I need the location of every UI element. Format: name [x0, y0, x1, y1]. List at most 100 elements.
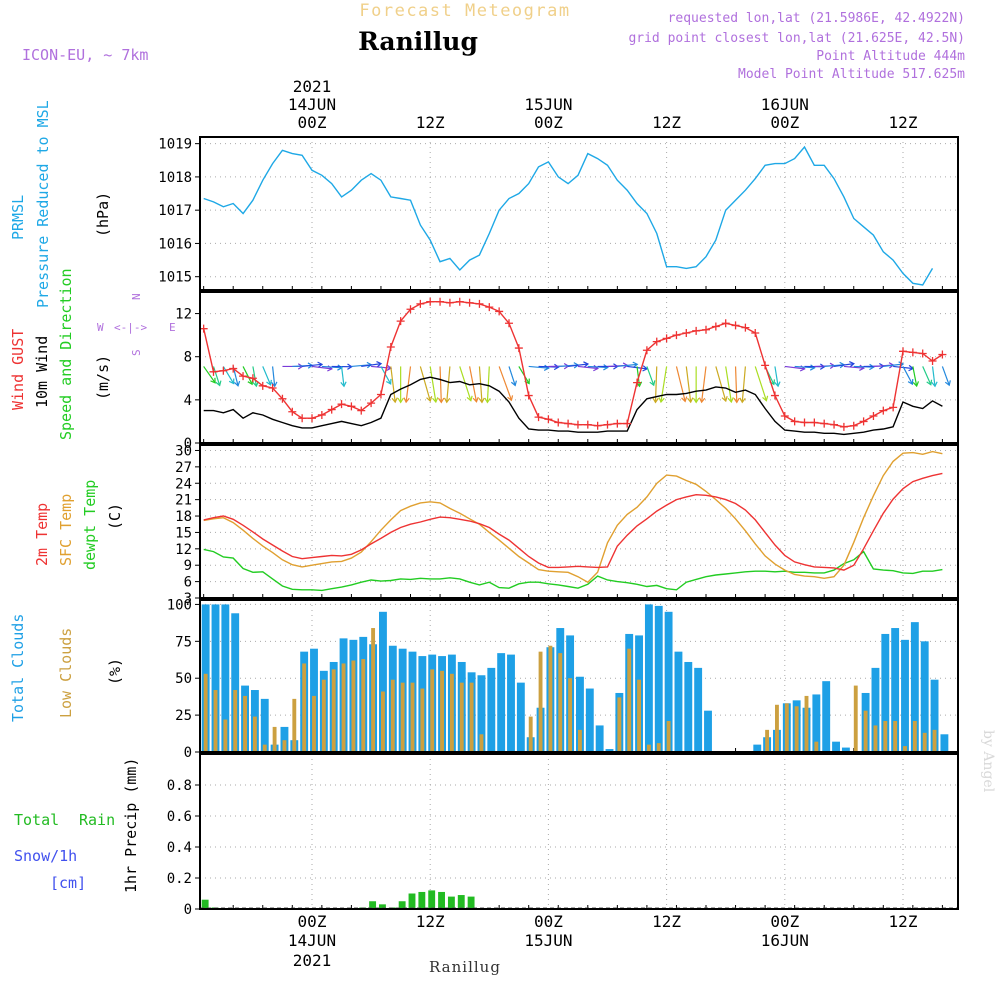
wind-arrow-head	[762, 395, 769, 402]
model-label: ICON-EU, ~ 7km	[22, 46, 148, 64]
precip-snow-unit: [cm]	[50, 874, 86, 892]
wind-arrow	[340, 366, 345, 387]
pressure-panel: 1015 1016 1017 1018 1019	[158, 136, 959, 291]
low-cloud-bar	[528, 716, 533, 752]
low-cloud-bar	[784, 703, 789, 752]
ytick-label: 24	[175, 476, 192, 492]
low-cloud-bar	[646, 744, 651, 752]
gust-marker	[268, 383, 277, 392]
wind-arrow	[912, 366, 918, 387]
wind-arrow	[701, 366, 707, 403]
total-cloud-bar	[901, 639, 909, 752]
gust-marker	[652, 337, 661, 346]
top-time-label: 16JUN	[761, 95, 809, 114]
wind-10m-label: 10m Wind	[33, 336, 51, 408]
gust-marker	[810, 418, 819, 427]
wind-arrow	[617, 363, 638, 368]
gust-marker	[741, 323, 750, 332]
low-cloud-bar	[223, 719, 228, 752]
bottom-time-label: 00Z	[534, 912, 563, 931]
low-cloud-bar	[637, 679, 641, 752]
low-cloud-bar	[627, 648, 632, 752]
rain-bar	[201, 899, 209, 909]
wind-arrow-head	[266, 379, 272, 386]
location-title: Ranillug	[358, 27, 478, 56]
wind-arrow	[439, 366, 442, 403]
gust-marker	[337, 400, 346, 409]
gust-marker	[623, 419, 632, 428]
wind-arrow-head	[397, 397, 404, 404]
low-cloud-bar	[282, 740, 287, 752]
gust-marker	[209, 367, 218, 376]
gust-marker	[633, 378, 642, 387]
total-cloud-bar	[487, 667, 496, 752]
top-time-label: 12Z	[416, 113, 445, 132]
wind-arrow	[222, 366, 235, 384]
total-cloud-bar	[812, 694, 821, 752]
wind-arrow-head	[931, 381, 938, 388]
wind-arrow	[361, 363, 382, 368]
ytick-label: 1016	[158, 236, 192, 252]
total-cloud-bar	[280, 726, 289, 752]
low-cloud-bar	[390, 679, 395, 752]
low-cloud-bar	[853, 685, 858, 752]
total-cloud-bar	[753, 744, 762, 752]
low-cloud-bar	[903, 746, 907, 752]
gust-marker	[702, 325, 710, 334]
total-cloud-bar	[940, 734, 949, 752]
total-cloud-bar	[881, 633, 890, 752]
low-cloud-bar	[321, 679, 326, 752]
low-cloud-bar	[243, 695, 247, 752]
wind-arrow	[784, 365, 805, 370]
gust-marker	[672, 331, 681, 340]
clouds-panel-labels: Total Clouds Low Clouds (%)	[9, 614, 124, 722]
clouds-unit: (%)	[106, 658, 124, 685]
wind-arrow	[794, 365, 815, 369]
low-cloud-bar	[459, 682, 464, 752]
gust-marker	[248, 374, 257, 383]
product-title: Forecast Meteogram	[359, 1, 570, 21]
gust-marker	[298, 414, 307, 423]
bottom-time-label: 12Z	[416, 912, 445, 931]
ytick-label: 21	[175, 493, 192, 509]
gust-marker	[554, 418, 563, 427]
top-time-label: 12Z	[889, 113, 918, 132]
wind-arrow	[419, 366, 431, 402]
rain-bar	[447, 896, 455, 909]
bottom-time-label: 14JUN	[288, 931, 336, 950]
gust-marker	[229, 364, 238, 373]
gust-marker	[495, 307, 504, 316]
wind-arrow-head	[432, 397, 439, 404]
total-cloud-bar	[654, 605, 663, 752]
total-cloud-bar	[871, 667, 880, 752]
point-altitude: Point Altitude 444m	[816, 49, 965, 64]
requested-coords: requested lon,lat (21.5986E, 42.4922N)	[668, 11, 965, 26]
rain-bar	[418, 891, 426, 909]
ytick-label: 1019	[158, 137, 192, 153]
series-line-dewpt-temp	[203, 548, 943, 592]
bottom-time-label: 16JUN	[761, 931, 809, 950]
gust-marker	[889, 403, 898, 412]
wind-arrow-head	[472, 396, 479, 403]
low-cloud-bar	[794, 706, 799, 752]
gust-marker	[780, 412, 789, 421]
wind-panel: 0 4 8 12	[175, 292, 959, 452]
series-line-wind-gust	[203, 300, 943, 428]
total-cloud-bar	[930, 679, 939, 752]
top-time-label: 2021	[293, 77, 332, 96]
wind-arrow	[754, 366, 767, 401]
ytick-label: 6	[184, 575, 192, 591]
wind-arrow	[311, 365, 332, 370]
wind-arrow-head	[926, 379, 933, 386]
low-cloud-bar	[775, 704, 779, 752]
gust-marker	[583, 420, 592, 429]
wind-arrow-head	[698, 397, 706, 404]
gust-marker	[534, 413, 543, 422]
bottom-time-label: 00Z	[770, 912, 799, 931]
wind-arrow-head	[809, 364, 816, 371]
wind-arrow-head	[912, 381, 920, 388]
rain-bar	[408, 893, 416, 909]
wind-arrow	[302, 363, 323, 368]
low-cloud-bar	[469, 682, 474, 752]
